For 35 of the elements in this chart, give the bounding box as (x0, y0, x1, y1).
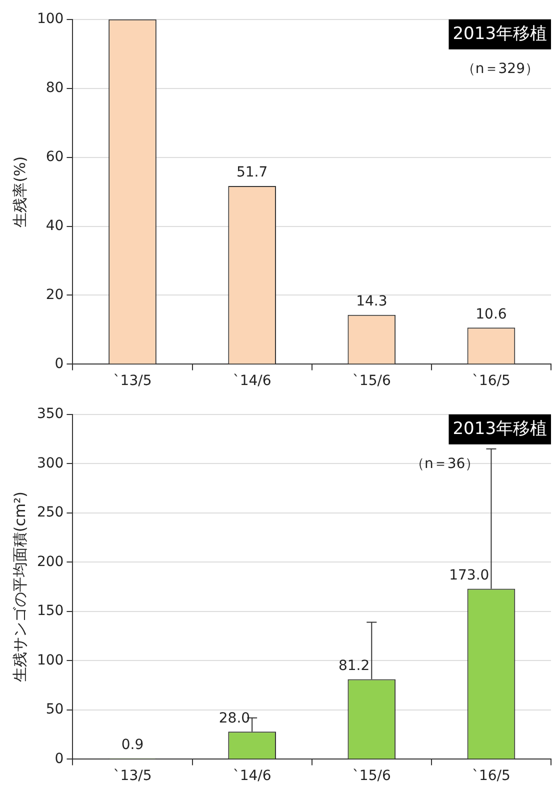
x-tick-label: `15/6 (352, 768, 391, 784)
x-tick-label: `13/5 (113, 768, 152, 784)
y-tick-label: 100 (36, 11, 64, 28)
y-tick-label: 50 (46, 702, 64, 718)
data-label: 28.0 (218, 710, 250, 726)
data-label: 51.7 (236, 164, 268, 181)
annotation: 2013年移植 (452, 24, 547, 44)
y-axis-title: 生残サンゴの平均面積(cm²) (10, 492, 29, 682)
x-tick-label: `14/6 (232, 768, 272, 784)
y-tick-label: 100 (36, 652, 64, 668)
x-tick-label: `14/6 (232, 373, 272, 390)
x-tick-label: `15/6 (352, 373, 391, 390)
annotation: （n＝36） (410, 456, 480, 472)
y-tick-label: 250 (36, 504, 64, 521)
x-tick-label: `16/5 (472, 768, 510, 784)
annotation: （n＝329） (461, 61, 539, 78)
data-label: 173.0 (449, 567, 490, 584)
y-tick-label: 200 (36, 554, 64, 570)
y-tick-label: 40 (46, 218, 64, 234)
y-tick-label: 300 (36, 455, 64, 472)
annotation: 2013年移植 (452, 418, 547, 439)
y-tick-label: 60 (46, 148, 64, 165)
y-tick-label: 20 (46, 286, 64, 303)
y-tick-label: 80 (46, 80, 64, 96)
x-tick-label: `16/5 (472, 373, 510, 390)
y-tick-label: 350 (36, 406, 64, 422)
y-tick-label: 0 (54, 356, 64, 372)
data-label: 14.3 (356, 294, 388, 310)
data-label: 0.9 (121, 736, 144, 753)
data-label: 81.2 (338, 658, 370, 674)
y-tick-label: 150 (36, 603, 64, 620)
y-axis-title: 生残率(%) (10, 156, 29, 228)
data-label: 10.6 (476, 306, 507, 322)
x-tick-label: `13/5 (113, 373, 152, 390)
y-tick-label: 0 (54, 750, 64, 767)
